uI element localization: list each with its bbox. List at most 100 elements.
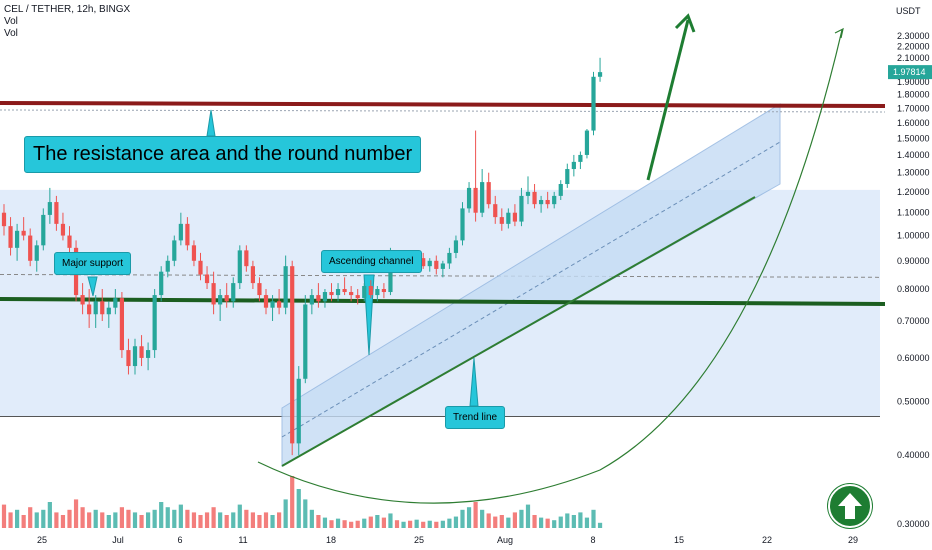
uptrend-badge-icon	[828, 484, 872, 528]
rounding-bottom-arc	[257, 29, 843, 504]
candle-body	[139, 346, 144, 358]
candle-body	[539, 199, 544, 205]
volume-bar	[106, 515, 111, 528]
volume-bar	[316, 515, 321, 528]
volume-bar	[139, 515, 144, 528]
volume-bar	[100, 512, 105, 528]
price-tick-label: 0.80000	[897, 284, 930, 294]
volume-bar	[539, 517, 544, 528]
candle-body	[349, 292, 354, 296]
volume-bar	[270, 515, 275, 528]
price-tick-label: 1.20000	[897, 187, 930, 197]
candle-body	[493, 204, 498, 218]
candle-body	[93, 301, 98, 315]
volume-bar	[597, 522, 603, 528]
volume-bar	[303, 499, 308, 528]
price-tick-label: 1.50000	[897, 133, 930, 143]
time-tick-label: 25	[414, 535, 424, 545]
candle-body	[309, 295, 314, 305]
price-tick-label: 0.60000	[897, 353, 930, 363]
price-tick-label: 0.30000	[897, 519, 930, 529]
trend-line-callout[interactable]: Trend line	[445, 406, 506, 429]
volume-bar	[15, 509, 20, 528]
volume-bar	[460, 509, 465, 528]
volume-bar	[368, 516, 373, 528]
volume-bar	[375, 515, 380, 528]
candle-body	[342, 289, 347, 293]
volume-bar	[146, 512, 151, 528]
volume-bar	[119, 507, 124, 528]
major-support-callout[interactable]: Major support	[54, 252, 132, 275]
volume-bar	[218, 512, 223, 528]
volume-bar	[545, 518, 550, 528]
candle-body	[591, 76, 596, 131]
candle-body	[204, 274, 210, 284]
volume-bar	[486, 513, 491, 528]
price-tick-label: 0.70000	[897, 316, 930, 326]
candle-body	[578, 154, 583, 162]
candle-body	[506, 212, 511, 224]
volume-bar	[87, 512, 92, 528]
resistance-callout[interactable]: The resistance area and the round number	[24, 136, 422, 173]
volume-bar	[172, 509, 177, 528]
candle-body	[132, 346, 138, 367]
price-tick-label: 1.10000	[897, 208, 930, 218]
candle-body	[244, 250, 249, 267]
candle-body	[263, 295, 269, 308]
candle-body	[322, 292, 328, 302]
volume-bar	[565, 513, 570, 528]
candle-body	[178, 223, 183, 241]
price-tick-label: 0.40000	[897, 450, 930, 460]
volume-bar	[28, 507, 33, 528]
candle-body	[21, 230, 26, 236]
volume-bar	[1, 504, 7, 528]
volume-bar	[499, 515, 504, 528]
volume-bar	[434, 521, 439, 528]
volume-bar	[132, 512, 138, 528]
ascending-channel-callout[interactable]: Ascending channel	[321, 250, 422, 273]
volume-bar	[493, 516, 498, 528]
volume-bar	[427, 520, 432, 528]
candle-body	[565, 169, 570, 185]
candle-body	[388, 255, 393, 293]
last-price-badge	[888, 65, 932, 80]
candle-body	[34, 245, 39, 261]
candle-body	[47, 202, 52, 215]
volume-bar	[408, 520, 413, 528]
volume-bar	[506, 517, 511, 528]
candle-body	[15, 230, 20, 248]
volume-bar	[191, 512, 197, 528]
candle-body	[237, 250, 242, 284]
volume-bar	[290, 476, 295, 528]
volume-bar	[60, 515, 66, 528]
volume-bar	[571, 515, 576, 528]
volume-bar	[34, 512, 39, 528]
price-tick-label: 2.30000	[897, 31, 930, 41]
volume-bar	[532, 515, 537, 528]
candle-body	[545, 199, 550, 205]
candle-body	[224, 295, 229, 302]
candle-body	[80, 295, 85, 305]
candle-body	[329, 292, 334, 296]
volume-bar	[578, 512, 583, 528]
candle-body	[270, 301, 275, 308]
time-tick-label: Aug	[497, 535, 513, 545]
candle-body	[440, 263, 445, 269]
volume-bar	[558, 516, 563, 528]
candle-body	[473, 187, 478, 213]
volume-indicator-label-2[interactable]: Vol	[4, 28, 18, 39]
candle-body	[119, 298, 124, 351]
major-support-line	[0, 297, 886, 306]
volume-bar	[198, 515, 203, 528]
volume-bar	[335, 518, 341, 528]
time-tick-label: 18	[326, 535, 336, 545]
volume-indicator-label[interactable]: Vol	[4, 16, 18, 27]
volume-bar	[296, 489, 301, 528]
candle-body	[172, 240, 177, 261]
volume-bar	[224, 515, 229, 528]
arc-arrowhead	[834, 27, 844, 39]
candle-body	[362, 286, 367, 299]
price-tick-label: 2.20000	[897, 42, 930, 52]
candle-body	[375, 289, 380, 296]
